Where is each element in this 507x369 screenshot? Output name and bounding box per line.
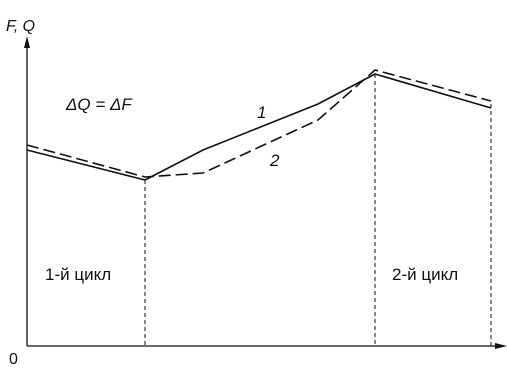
origin-label: 0: [9, 351, 18, 368]
y-axis-label: F, Q: [6, 18, 35, 35]
cycle-boundaries: [144, 74, 492, 346]
formula-label: ΔQ = ΔF: [65, 95, 133, 114]
x-axis-arrow: [495, 343, 507, 349]
curve-2-label: 2: [269, 151, 280, 170]
axes: [24, 36, 507, 349]
curve-2: [26, 69, 492, 178]
y-axis-arrow: [24, 36, 30, 48]
cycle-2-label: 2-й цикл: [392, 265, 458, 284]
curve-1-label: 1: [257, 103, 266, 122]
curve-1: [26, 73, 492, 181]
cycle-1-label: 1-й цикл: [45, 265, 111, 284]
